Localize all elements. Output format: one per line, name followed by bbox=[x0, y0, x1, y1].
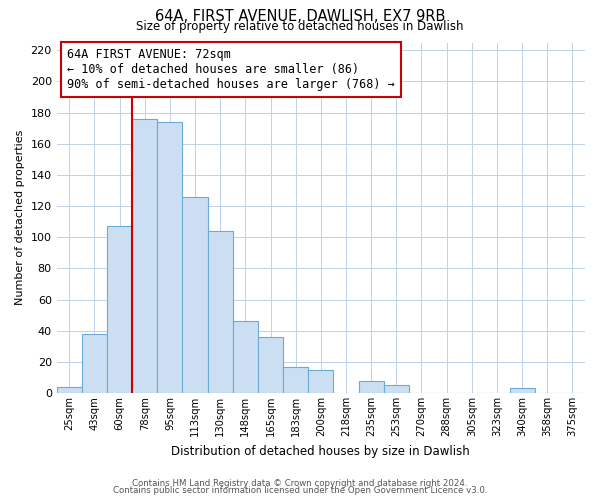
Y-axis label: Number of detached properties: Number of detached properties bbox=[15, 130, 25, 306]
Bar bbox=[283, 366, 308, 393]
Text: Contains HM Land Registry data © Crown copyright and database right 2024.: Contains HM Land Registry data © Crown c… bbox=[132, 478, 468, 488]
Text: Contains public sector information licensed under the Open Government Licence v3: Contains public sector information licen… bbox=[113, 486, 487, 495]
Bar bbox=[509, 388, 535, 393]
Bar bbox=[132, 119, 157, 393]
Bar bbox=[107, 226, 132, 393]
Text: Size of property relative to detached houses in Dawlish: Size of property relative to detached ho… bbox=[136, 20, 464, 33]
Text: 64A FIRST AVENUE: 72sqm
← 10% of detached houses are smaller (86)
90% of semi-de: 64A FIRST AVENUE: 72sqm ← 10% of detache… bbox=[67, 48, 395, 91]
Bar bbox=[182, 196, 208, 393]
X-axis label: Distribution of detached houses by size in Dawlish: Distribution of detached houses by size … bbox=[172, 444, 470, 458]
Bar bbox=[308, 370, 334, 393]
Bar bbox=[384, 385, 409, 393]
Bar bbox=[233, 322, 258, 393]
Bar bbox=[157, 122, 182, 393]
Bar bbox=[208, 231, 233, 393]
Bar bbox=[82, 334, 107, 393]
Text: 64A, FIRST AVENUE, DAWLISH, EX7 9RB: 64A, FIRST AVENUE, DAWLISH, EX7 9RB bbox=[155, 9, 445, 24]
Bar bbox=[359, 380, 384, 393]
Bar bbox=[258, 337, 283, 393]
Bar bbox=[56, 387, 82, 393]
